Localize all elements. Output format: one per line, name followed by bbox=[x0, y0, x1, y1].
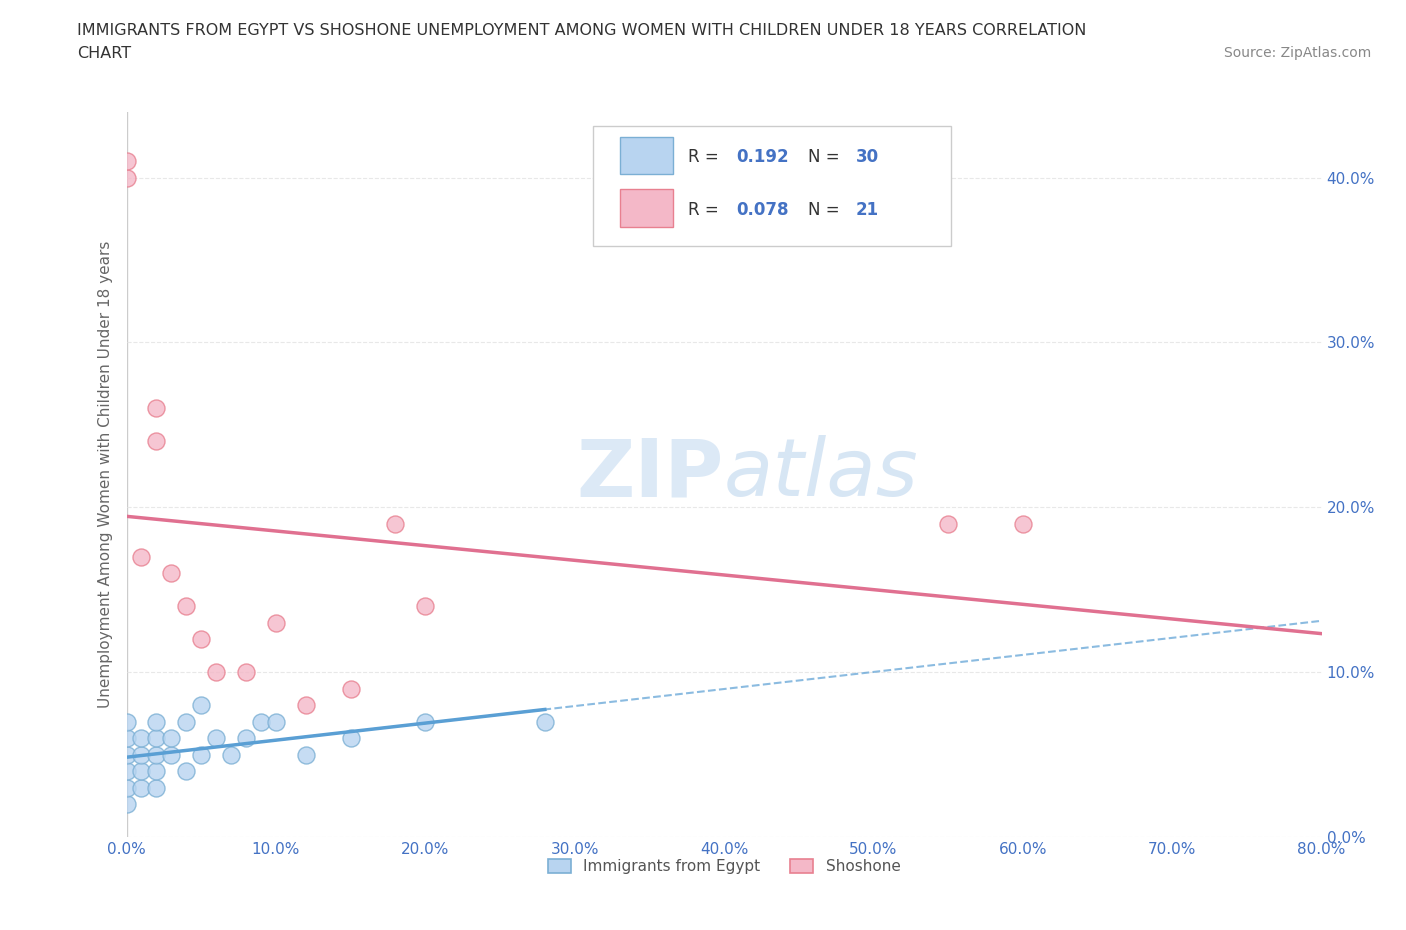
Point bbox=[250, 714, 273, 729]
Point bbox=[339, 681, 361, 696]
Point bbox=[294, 747, 316, 762]
Point bbox=[145, 747, 167, 762]
Text: 0.078: 0.078 bbox=[737, 201, 789, 219]
Point bbox=[415, 599, 437, 614]
Point bbox=[936, 516, 959, 531]
Text: ZIP: ZIP bbox=[576, 435, 724, 513]
Text: atlas: atlas bbox=[724, 435, 920, 513]
Legend: Immigrants from Egypt, Shoshone: Immigrants from Egypt, Shoshone bbox=[541, 853, 907, 880]
Text: N =: N = bbox=[807, 201, 845, 219]
Point bbox=[115, 714, 138, 729]
Text: R =: R = bbox=[689, 148, 724, 166]
Point bbox=[264, 616, 287, 631]
Point bbox=[235, 731, 257, 746]
Text: 30: 30 bbox=[855, 148, 879, 166]
Y-axis label: Unemployment Among Women with Children Under 18 years: Unemployment Among Women with Children U… bbox=[97, 241, 112, 708]
Point bbox=[160, 747, 183, 762]
Text: Source: ZipAtlas.com: Source: ZipAtlas.com bbox=[1223, 46, 1371, 60]
Point bbox=[339, 731, 361, 746]
Point bbox=[264, 714, 287, 729]
Text: N =: N = bbox=[807, 148, 845, 166]
Point bbox=[145, 780, 167, 795]
Point bbox=[115, 170, 138, 185]
Point bbox=[190, 747, 212, 762]
Text: R =: R = bbox=[689, 201, 724, 219]
Point bbox=[205, 731, 228, 746]
Point bbox=[131, 731, 153, 746]
Point bbox=[145, 731, 167, 746]
Point bbox=[115, 780, 138, 795]
Point bbox=[115, 731, 138, 746]
Point bbox=[205, 665, 228, 680]
Point bbox=[160, 565, 183, 580]
Point bbox=[1011, 516, 1033, 531]
Text: 21: 21 bbox=[855, 201, 879, 219]
Point bbox=[131, 764, 153, 778]
Point bbox=[190, 631, 212, 646]
Point bbox=[115, 747, 138, 762]
Text: IMMIGRANTS FROM EGYPT VS SHOSHONE UNEMPLOYMENT AMONG WOMEN WITH CHILDREN UNDER 1: IMMIGRANTS FROM EGYPT VS SHOSHONE UNEMPL… bbox=[77, 23, 1087, 38]
Point bbox=[115, 764, 138, 778]
Point bbox=[145, 434, 167, 449]
Text: 0.192: 0.192 bbox=[737, 148, 789, 166]
Point bbox=[145, 714, 167, 729]
Point bbox=[190, 698, 212, 712]
Point bbox=[219, 747, 242, 762]
Point bbox=[174, 714, 197, 729]
Point bbox=[294, 698, 316, 712]
Point bbox=[115, 797, 138, 812]
Point bbox=[174, 599, 197, 614]
Point bbox=[235, 665, 257, 680]
Point bbox=[174, 764, 197, 778]
Point bbox=[131, 550, 153, 565]
FancyBboxPatch shape bbox=[593, 126, 950, 246]
FancyBboxPatch shape bbox=[620, 137, 672, 174]
FancyBboxPatch shape bbox=[620, 189, 672, 227]
Point bbox=[131, 780, 153, 795]
Point bbox=[131, 747, 153, 762]
Point bbox=[160, 731, 183, 746]
Text: CHART: CHART bbox=[77, 46, 131, 61]
Point bbox=[534, 714, 557, 729]
Point bbox=[145, 401, 167, 416]
Point bbox=[115, 153, 138, 168]
Point bbox=[415, 714, 437, 729]
Point bbox=[384, 516, 406, 531]
Point bbox=[145, 764, 167, 778]
